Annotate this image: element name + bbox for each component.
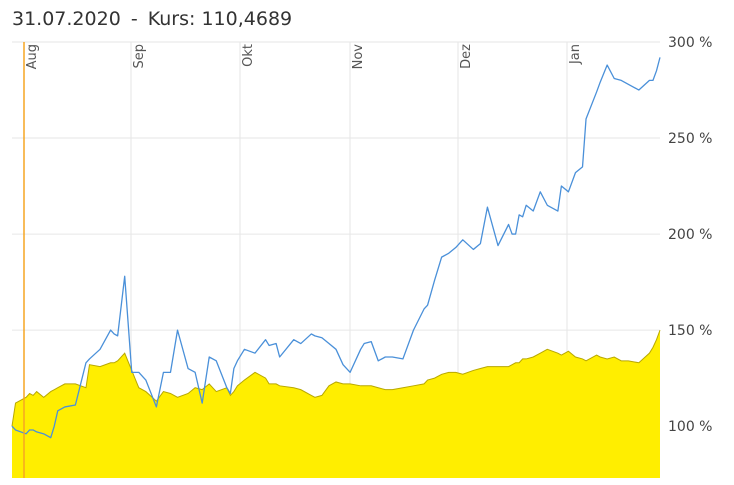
header-date: 31.07.2020 — [12, 8, 121, 30]
y-tick-label-300: 300 % — [668, 35, 712, 51]
header-rate: Kurs: 110,4689 — [147, 8, 293, 30]
y-tick-label-250: 250 % — [668, 131, 712, 147]
y-tick-label-100: 100 % — [668, 419, 712, 435]
x-tick-label-dez: Dez — [459, 44, 474, 69]
x-tick-label-okt: Okt — [241, 44, 256, 67]
x-tick-label-jan: Jan — [568, 44, 583, 65]
x-tick-label-aug: Aug — [25, 44, 40, 69]
y-tick-label-200: 200 % — [668, 227, 712, 243]
x-tick-label-nov: Nov — [351, 44, 366, 70]
header-separator: - — [130, 8, 138, 30]
x-tick-label-sep: Sep — [132, 44, 147, 69]
series-line — [11, 57, 661, 439]
chart-header: 31.07.2020 - Kurs: 110,4689 — [12, 8, 292, 30]
series-area-line — [11, 329, 661, 427]
series-area-fill — [12, 330, 660, 478]
y-tick-label-150: 150 % — [668, 323, 712, 339]
